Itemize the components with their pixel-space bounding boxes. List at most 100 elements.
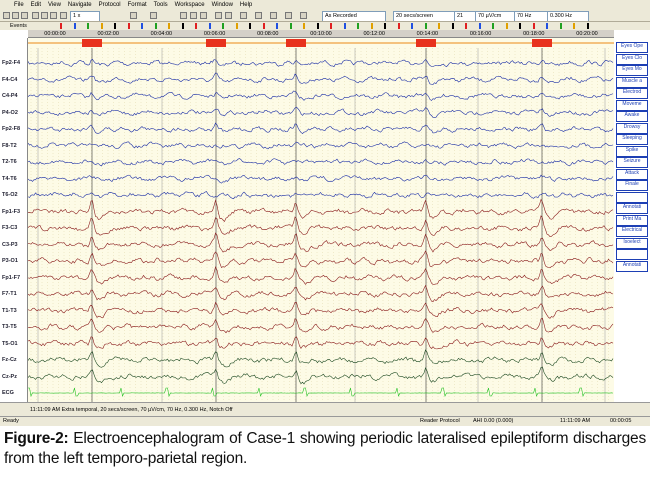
menu-item[interactable]: View: [48, 2, 61, 8]
event-tick: [559, 23, 562, 29]
annotation-button[interactable]: Attack: [616, 168, 648, 180]
annotation-button[interactable]: Isoelect: [616, 237, 648, 249]
menu-item[interactable]: Tools: [153, 2, 168, 8]
annotation-button[interactable]: Eyes Mo: [616, 65, 648, 76]
annotation-button[interactable]: Muscle a: [616, 76, 648, 88]
event-tick: [330, 23, 332, 29]
icon[interactable]: [12, 12, 19, 19]
sensitivity-select[interactable]: 70 µV/cm: [475, 11, 515, 21]
menu-item[interactable]: Edit: [30, 2, 42, 8]
channel-label: Cz-Pz: [2, 373, 17, 380]
event-tick: [181, 23, 184, 29]
annotation-button[interactable]: Seizure: [616, 157, 648, 168]
icon[interactable]: [200, 12, 207, 19]
icon[interactable]: [190, 12, 197, 19]
annotation-panel: Eyes Ope Eyes Clo Eyes Mo Muscle a Electrod M…: [614, 38, 650, 402]
event-tick: [276, 23, 278, 29]
high-filter-select[interactable]: 70 Hz: [514, 11, 548, 21]
channel-label: P3-O1: [2, 258, 18, 264]
time-label: 00:06:00: [203, 31, 226, 37]
eeg-trace: [28, 141, 614, 150]
events-label: Events: [10, 23, 27, 29]
toolbar: 1 x As Recorded 20 secs/screen 21 70 µV/…: [0, 10, 650, 22]
icon[interactable]: [32, 12, 39, 19]
channel-label: Fp2-F8: [2, 126, 21, 132]
event-tick: [397, 23, 400, 29]
time-label: 00:20:00: [576, 31, 598, 37]
annotation-button[interactable]: Print Ma: [616, 214, 648, 226]
status-bar: 11:11:09 AM Extra temporal, 20 secs/scre…: [0, 402, 650, 416]
icon[interactable]: [21, 12, 28, 19]
channel-label: T4-T6: [2, 175, 17, 182]
blank-button[interactable]: [616, 249, 648, 260]
speed-select[interactable]: 1 x: [70, 11, 100, 21]
icon[interactable]: [150, 12, 157, 19]
annotation-button[interactable]: Awake: [616, 111, 648, 122]
eeg-trace: [28, 232, 614, 253]
icon[interactable]: [130, 12, 137, 19]
time-label: 00:12:00: [363, 31, 385, 37]
icon[interactable]: [180, 12, 187, 19]
annotation-button[interactable]: Eyes Clo: [616, 53, 648, 65]
time-label: 00:04:00: [150, 31, 173, 37]
ready: Ready: [3, 418, 19, 424]
icon[interactable]: [3, 12, 10, 19]
menu-item[interactable]: Protocol: [98, 2, 121, 8]
caption-text: Electroencephalogram of Case-1 showing p…: [4, 430, 646, 467]
eeg-trace: [28, 90, 614, 101]
menu-item[interactable]: Help: [239, 2, 253, 8]
annotation-button[interactable]: Eyes Ope: [616, 42, 648, 53]
time-label: 00:00:00: [44, 31, 66, 37]
event-tick: [195, 23, 197, 29]
trace-background: [28, 38, 614, 402]
annotation-button[interactable]: Finale: [616, 180, 648, 191]
eeg-trace: [28, 58, 614, 68]
menu-item[interactable]: File: [14, 2, 24, 8]
annotation-button[interactable]: Moveme: [616, 99, 648, 111]
annotation-button[interactable]: Annotati: [616, 260, 648, 272]
event-tick: [451, 23, 454, 29]
low-filter-select[interactable]: 0.300 Hz: [547, 11, 589, 21]
annotation-button[interactable]: Electrical: [616, 226, 648, 237]
event-tick: [384, 23, 386, 29]
ahi: AHI 0.00 (0.000): [473, 418, 514, 424]
channel-select[interactable]: 21: [454, 11, 476, 21]
event-tick: [586, 23, 589, 29]
icon[interactable]: [41, 12, 48, 19]
icon[interactable]: [270, 12, 277, 19]
channel-label: F4-C4: [2, 76, 18, 83]
annotation-button[interactable]: Drowsy: [616, 122, 648, 134]
montage-select[interactable]: As Recorded: [322, 11, 386, 21]
icon[interactable]: [225, 12, 232, 19]
event-tick: [546, 23, 548, 29]
menu-item[interactable]: Navigate: [67, 2, 92, 8]
discharge-marker: [82, 39, 102, 47]
discharge-marker: [206, 39, 226, 47]
icon[interactable]: [300, 12, 307, 19]
blank-button[interactable]: [616, 191, 648, 203]
event-tick: [357, 23, 359, 29]
icon[interactable]: [285, 12, 292, 19]
icon[interactable]: [215, 12, 222, 19]
menu-item[interactable]: Window: [211, 2, 233, 8]
icon[interactable]: [50, 12, 57, 19]
timebase-select[interactable]: 20 secs/screen: [393, 11, 455, 21]
time-label: 00:14:00: [416, 31, 439, 37]
event-tick: [127, 23, 130, 29]
annotation-button[interactable]: Spike: [616, 145, 648, 157]
time-label: 00:10:00: [310, 31, 332, 37]
channel-label: Fz-Cz: [2, 357, 17, 363]
icon[interactable]: [255, 12, 262, 19]
eeg-trace: [28, 72, 614, 85]
annotation-button[interactable]: Electrod: [616, 88, 648, 99]
menu-item[interactable]: Format: [127, 2, 147, 8]
annotation-button[interactable]: Annotati: [616, 203, 648, 214]
time-label: 00:02:00: [97, 31, 119, 37]
icon[interactable]: [60, 12, 67, 19]
figure-caption: Figure-2: Electroencephalogram of Case-1…: [4, 429, 646, 477]
icon[interactable]: [240, 12, 247, 19]
annotation-button[interactable]: Sleeping: [616, 134, 648, 145]
eeg-trace: [28, 387, 614, 397]
channel-label: F3-C3: [2, 225, 18, 231]
menu-item[interactable]: Workspace: [174, 2, 205, 8]
